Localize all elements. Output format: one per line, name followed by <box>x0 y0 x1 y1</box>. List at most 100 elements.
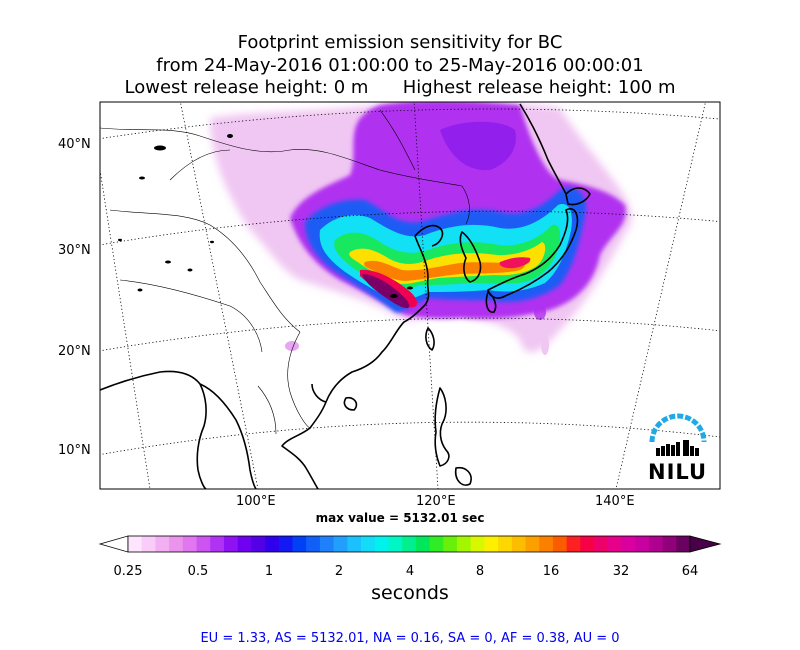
colorbar-tick-label: 16 <box>542 564 560 579</box>
colorbar-extend-high <box>689 535 722 553</box>
coast-hainan <box>343 396 358 411</box>
colorbar-segment <box>580 536 595 552</box>
colorbar-segment <box>662 536 677 552</box>
colorbar-segment <box>621 536 636 552</box>
colorbar-segment <box>374 536 389 552</box>
colorbar-segment <box>552 536 568 552</box>
nilu-logo-text: NILU <box>648 460 708 484</box>
colorbar-segment <box>292 536 307 552</box>
plume-blob <box>541 335 549 355</box>
colorbar-segment <box>278 536 293 552</box>
colorbar-segment <box>169 536 184 552</box>
colorbar-tick-label: 8 <box>475 564 485 579</box>
lat-label-10n: 10°N <box>58 443 91 458</box>
title-line-3: Lowest release height: 0 m Highest relea… <box>124 77 676 98</box>
colorbar <box>98 535 722 553</box>
colorbar-segment <box>511 536 526 552</box>
colorbar-segment <box>141 536 156 552</box>
colorbar-segment <box>265 536 280 552</box>
plume-layer-orange <box>364 260 525 281</box>
colorbar-segment <box>388 536 403 552</box>
colorbar-tick-label: 0.5 <box>187 564 209 579</box>
max-value-label: max value = 5132.01 sec <box>315 511 485 525</box>
map-area <box>100 102 720 489</box>
colorbar-segment <box>415 536 430 552</box>
coast-japan-hokkaido <box>565 187 591 206</box>
colorbar-segment <box>402 536 417 552</box>
title-line-2: from 24-May-2016 01:00:00 to 25-May-2016… <box>156 55 644 76</box>
coast-russia-east <box>519 103 567 195</box>
coast-japan-kyushu <box>485 291 497 314</box>
colorbar-tick-label: 64 <box>681 564 699 579</box>
coast-bohai <box>414 224 444 247</box>
nilu-logo-skyline <box>656 440 699 456</box>
colorbar-tick-label: 4 <box>405 564 415 579</box>
colorbar-segment <box>210 536 225 552</box>
coastlines <box>100 103 591 489</box>
colorbar-segment <box>333 536 348 552</box>
lat-label-20n: 20°N <box>58 344 91 359</box>
colorbar-tick-label: 32 <box>612 564 630 579</box>
colorbar-title: seconds <box>371 582 449 604</box>
colorbar-segment <box>498 536 513 552</box>
coast-mindanao <box>454 466 472 486</box>
colorbar-segment <box>484 536 499 552</box>
colorbar-segment <box>607 536 622 552</box>
colorbar-segment <box>525 536 540 552</box>
coast-indochina <box>281 427 319 489</box>
lon-label-140e: 140°E <box>595 494 635 509</box>
meridian-100e <box>179 102 259 489</box>
coast-myanmar <box>199 383 257 489</box>
coast-gulf-tonkin <box>311 383 327 403</box>
colorbar-segment <box>676 536 691 552</box>
lon-label-120e: 120°E <box>416 494 456 509</box>
colorbar-segment <box>443 536 458 552</box>
colorbar-tick-label: 2 <box>334 564 344 579</box>
coast-taiwan <box>425 327 435 351</box>
plume-layer-core <box>362 274 410 309</box>
colorbar-tick-label: 0.25 <box>113 564 143 579</box>
plume-layer-east-red <box>499 257 531 269</box>
colorbar-segment <box>361 536 376 552</box>
lon-label-100e: 100°E <box>236 494 276 509</box>
colorbar-segment <box>182 536 197 552</box>
colorbar-segment <box>237 536 252 552</box>
plume-blob <box>534 304 546 320</box>
colorbar-segment <box>155 536 170 552</box>
colorbar-tick-label: 1 <box>264 564 274 579</box>
parallel-40n <box>100 108 720 140</box>
regional-stats: EU = 1.33, AS = 5132.01, NA = 0.16, SA =… <box>200 631 620 646</box>
colorbar-segment <box>648 536 663 552</box>
colorbar-segment <box>319 536 335 552</box>
country-borders <box>100 109 470 435</box>
lakes <box>118 134 413 298</box>
coast-japan-honshu <box>487 208 579 299</box>
colorbar-segment <box>470 536 485 552</box>
colorbar-segment <box>635 536 650 552</box>
title-line-1: Footprint emission sensitivity for BC <box>237 32 563 53</box>
colorbar-segment <box>539 536 554 552</box>
colorbar-segment <box>306 536 321 552</box>
lat-label-30n: 30°N <box>58 243 91 258</box>
meridian-120e <box>413 102 439 489</box>
plume-blob <box>285 341 299 351</box>
lat-label-40n: 40°N <box>58 137 91 152</box>
colorbar-segment <box>566 536 581 552</box>
colorbar-segment <box>223 536 239 552</box>
nilu-logo-graphic <box>649 413 707 456</box>
plume-layer-violet <box>440 121 516 171</box>
nilu-logo-arc <box>649 413 707 443</box>
coast-luzon <box>434 387 450 467</box>
colorbar-segment <box>128 536 143 552</box>
colorbar-segment <box>196 536 211 552</box>
colorbar-segment <box>251 536 266 552</box>
coast-korea <box>459 231 482 283</box>
colorbar-segment <box>347 536 362 552</box>
coast-china-east <box>309 235 430 429</box>
map-frame <box>99 101 721 490</box>
colorbar-segment <box>594 536 609 552</box>
colorbar-frame <box>127 535 691 553</box>
coast-bay-bengal <box>100 370 207 489</box>
graticule <box>100 102 720 489</box>
